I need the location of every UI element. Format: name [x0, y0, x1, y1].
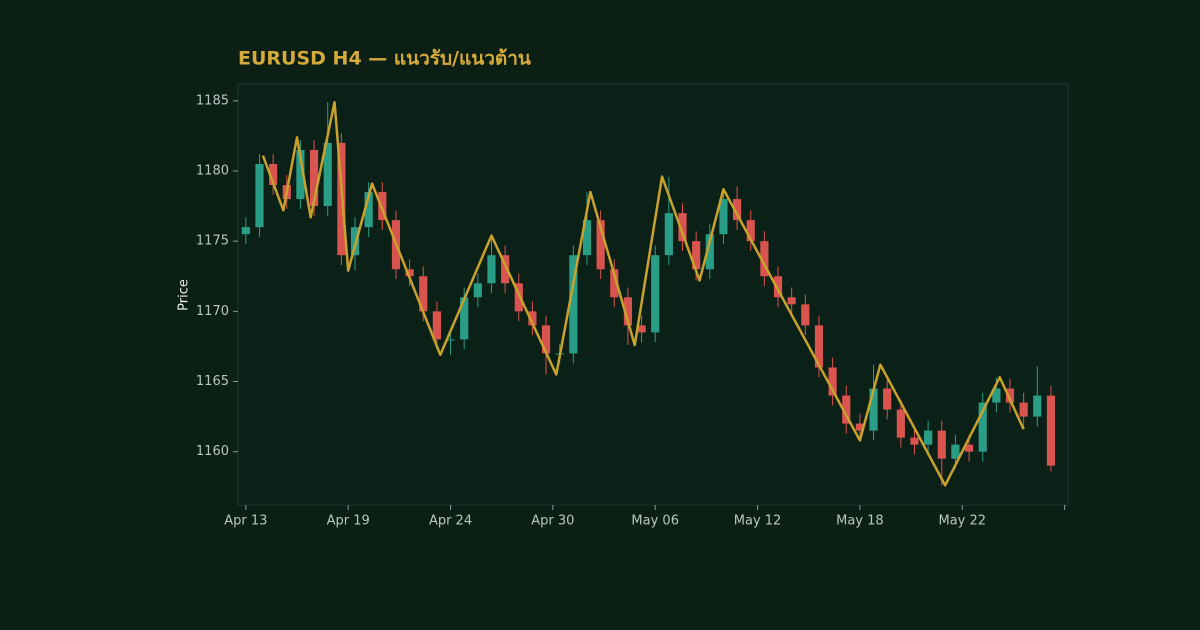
x-tick-label: Apr 24	[429, 514, 472, 529]
candle-body	[705, 234, 714, 270]
candle-body	[760, 241, 769, 277]
y-axis-label: Price	[177, 279, 192, 311]
candle-body	[910, 437, 919, 445]
candle-body	[405, 269, 414, 277]
candle-body	[978, 402, 987, 452]
candle-body	[637, 325, 646, 333]
candle-body	[924, 430, 933, 445]
candle-body	[664, 213, 673, 256]
candle-body	[460, 297, 469, 340]
candle-body	[883, 388, 892, 410]
candle-body	[364, 192, 373, 228]
candle-body	[501, 255, 510, 284]
y-tick-label: 1180	[196, 164, 229, 179]
candle-body	[855, 423, 864, 431]
zigzag-line	[261, 100, 1025, 487]
candle-body	[732, 199, 742, 221]
candle-body	[773, 276, 783, 298]
candle-body	[801, 304, 810, 326]
candle-body	[487, 255, 496, 284]
candle-body	[569, 255, 578, 354]
candle-body	[787, 297, 796, 305]
candle-body	[309, 149, 319, 207]
candle-body	[692, 241, 701, 270]
x-tick-label: Apr 30	[531, 514, 574, 529]
candle-body	[541, 325, 551, 354]
chart-title: EURUSD H4 — แนวรับ/แนวต้าน	[238, 48, 531, 70]
x-tick-label: Apr 19	[327, 514, 370, 529]
candle-body	[473, 283, 482, 298]
candle-body	[651, 255, 660, 333]
candle-body	[296, 149, 305, 200]
candle-body	[937, 430, 946, 459]
candle-body	[596, 220, 605, 270]
candle-body	[323, 142, 332, 207]
x-tick-label: May 12	[734, 514, 782, 529]
x-tick-label: Apr 13	[224, 514, 267, 529]
candle-body	[255, 163, 264, 228]
candle-body	[992, 388, 1001, 403]
candle-body	[528, 311, 537, 326]
candle-body	[896, 409, 905, 438]
candle-body	[678, 213, 687, 242]
candle-body	[1033, 395, 1042, 417]
candle-body	[623, 297, 633, 326]
candle-body	[828, 367, 837, 396]
candle-body	[1019, 402, 1028, 417]
candle-body	[610, 269, 619, 298]
candle-body	[746, 220, 755, 242]
candle-body	[814, 325, 824, 368]
candle-body	[419, 276, 428, 312]
candle-body	[964, 444, 974, 452]
candle-body	[1005, 388, 1015, 403]
candle-body	[446, 339, 455, 341]
candle-body	[582, 220, 592, 256]
candle-body	[514, 283, 523, 312]
y-tick-label: 1170	[196, 304, 229, 319]
x-tick-label: May 22	[938, 514, 986, 529]
candle-body	[269, 163, 278, 186]
candle-body	[869, 388, 878, 431]
y-tick-label: 1185	[196, 93, 229, 108]
x-tick-label: May 06	[631, 514, 679, 529]
y-tick-label: 1165	[196, 374, 229, 389]
y-tick-label: 1160	[196, 444, 229, 459]
candle-body	[1046, 395, 1056, 466]
x-tick-label: May 18	[836, 514, 884, 529]
candle-body	[241, 227, 250, 235]
candle-body	[842, 395, 851, 424]
candle-body	[951, 444, 960, 459]
candle-body	[719, 199, 728, 235]
y-tick-label: 1175	[196, 234, 229, 249]
candle-body	[432, 311, 441, 340]
